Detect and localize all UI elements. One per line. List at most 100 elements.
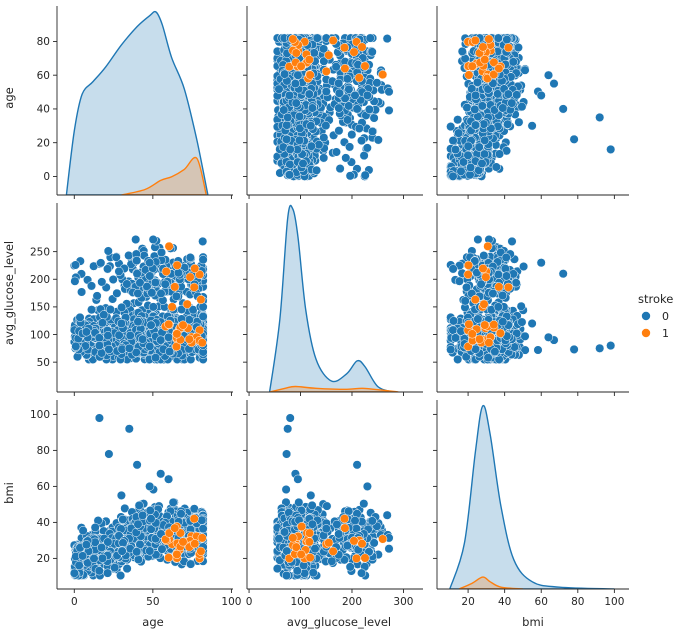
scatter-point-stroke-1 bbox=[484, 338, 494, 348]
scatter-point-stroke-1 bbox=[178, 320, 188, 330]
scatter-point-stroke-0 bbox=[160, 279, 170, 289]
scatter-point-stroke-0 bbox=[516, 301, 526, 311]
scatter-point-stroke-0 bbox=[298, 158, 308, 169]
scatter-point-stroke-1 bbox=[503, 43, 513, 53]
scatter-point-stroke-0 bbox=[454, 128, 464, 138]
scatter-point-stroke-0 bbox=[569, 344, 579, 354]
scatter-point-stroke-1 bbox=[182, 299, 192, 309]
scatter-point-stroke-1 bbox=[349, 47, 359, 57]
scatter-point-stroke-0 bbox=[494, 149, 505, 159]
scatter-point-stroke-0 bbox=[290, 79, 300, 89]
scatter-point-stroke-0 bbox=[133, 288, 143, 298]
scatter-point-stroke-0 bbox=[198, 311, 208, 322]
kde-curve-avg_glucose_level-stroke-1 bbox=[269, 385, 399, 392]
scatter-point-stroke-0 bbox=[357, 136, 367, 146]
scatter-point-stroke-1 bbox=[464, 319, 474, 329]
scatter-point-stroke-1 bbox=[478, 263, 488, 274]
scatter-point-stroke-1 bbox=[467, 61, 477, 71]
scatter-point-stroke-1 bbox=[503, 282, 513, 292]
scatter-point-stroke-0 bbox=[373, 135, 383, 145]
scatter-point-stroke-0 bbox=[103, 264, 113, 274]
scatter-point-stroke-0 bbox=[362, 143, 372, 153]
scatter-point-stroke-0 bbox=[122, 279, 132, 289]
scatter-point-stroke-0 bbox=[520, 345, 530, 355]
scatter-point-stroke-0 bbox=[280, 69, 290, 79]
scatter-point-stroke-1 bbox=[167, 302, 177, 312]
scatter-point-stroke-0 bbox=[311, 165, 322, 175]
plot-area bbox=[69, 413, 208, 581]
scatter-point-stroke-0 bbox=[116, 318, 126, 329]
scatter-point-stroke-0 bbox=[503, 119, 513, 129]
scatter-point-stroke-0 bbox=[312, 33, 322, 43]
scatter-point-stroke-0 bbox=[131, 347, 141, 357]
scatter-point-stroke-0 bbox=[198, 236, 208, 246]
scatter-point-stroke-0 bbox=[145, 341, 155, 351]
scatter-point-stroke-1 bbox=[190, 263, 200, 274]
scatter-point-stroke-0 bbox=[344, 101, 354, 111]
scatter-point-stroke-0 bbox=[354, 123, 364, 133]
scatter-point-stroke-1 bbox=[164, 319, 174, 329]
scatter-point-stroke-0 bbox=[369, 113, 379, 123]
scatter-point-stroke-1 bbox=[495, 328, 505, 338]
scatter-point-stroke-0 bbox=[75, 312, 85, 322]
scatter-point-stroke-0 bbox=[519, 261, 529, 272]
scatter-point-stroke-0 bbox=[477, 158, 487, 169]
scatter-point-stroke-0 bbox=[488, 288, 498, 299]
scatter-point-stroke-1 bbox=[324, 50, 334, 60]
scatter-point-stroke-0 bbox=[372, 78, 382, 88]
scatter-point-stroke-0 bbox=[466, 162, 476, 173]
scatter-point-stroke-0 bbox=[498, 103, 508, 113]
scatter-point-stroke-0 bbox=[473, 234, 483, 245]
scatter-point-stroke-0 bbox=[146, 320, 156, 330]
scatter-point-stroke-0 bbox=[319, 56, 329, 66]
scatter-point-stroke-0 bbox=[450, 145, 461, 155]
scatter-point-stroke-0 bbox=[511, 278, 521, 288]
scatter-point-stroke-0 bbox=[319, 153, 329, 163]
scatter-point-stroke-0 bbox=[514, 117, 524, 127]
scatter-point-stroke-0 bbox=[334, 78, 344, 88]
scatter-point-stroke-0 bbox=[446, 345, 456, 355]
scatter-point-stroke-0 bbox=[344, 84, 354, 94]
scatter-point-stroke-0 bbox=[463, 141, 473, 151]
scatter-point-stroke-0 bbox=[164, 332, 174, 342]
scatter-point-stroke-0 bbox=[108, 274, 118, 285]
scatter-point-stroke-0 bbox=[359, 151, 369, 161]
scatter-point-stroke-0 bbox=[291, 98, 301, 108]
scatter-point-stroke-0 bbox=[148, 234, 158, 245]
scatter-point-stroke-0 bbox=[295, 111, 305, 121]
scatter-point-stroke-1 bbox=[340, 63, 350, 74]
scatter-point-stroke-0 bbox=[177, 304, 187, 314]
panel-age-vs-avg_glucose_level bbox=[243, 6, 423, 199]
scatter-point-stroke-0 bbox=[536, 90, 546, 100]
scatter-point-stroke-0 bbox=[448, 136, 458, 146]
scatter-point-stroke-0 bbox=[145, 271, 155, 281]
scatter-point-stroke-1 bbox=[360, 61, 370, 71]
scatter-point-stroke-1 bbox=[184, 334, 194, 344]
scatter-point-stroke-1 bbox=[483, 241, 493, 251]
scatter-point-stroke-0 bbox=[345, 171, 355, 181]
scatter-point-stroke-0 bbox=[97, 318, 108, 328]
scatter-point-stroke-1 bbox=[296, 61, 306, 71]
scatter-point-stroke-0 bbox=[331, 62, 341, 72]
plot-area bbox=[65, 10, 209, 195]
scatter-point-stroke-0 bbox=[334, 88, 344, 98]
scatter-point-stroke-0 bbox=[502, 35, 512, 45]
scatter-point-stroke-1 bbox=[185, 272, 195, 282]
scatter-point-stroke-0 bbox=[503, 89, 513, 99]
scatter-point-stroke-1 bbox=[328, 35, 338, 46]
scatter-point-stroke-0 bbox=[306, 121, 316, 131]
scatter-point-stroke-1 bbox=[170, 282, 180, 292]
scatter-point-stroke-1 bbox=[479, 299, 489, 309]
scatter-point-stroke-0 bbox=[460, 296, 470, 306]
scatter-point-stroke-0 bbox=[543, 332, 554, 342]
scatter-point-stroke-0 bbox=[70, 260, 81, 270]
scatter-point-stroke-0 bbox=[569, 134, 579, 144]
scatter-point-stroke-1 bbox=[489, 69, 499, 79]
panel-age-vs-bmi bbox=[433, 6, 629, 199]
scatter-point-stroke-0 bbox=[132, 256, 142, 266]
scatter-point-stroke-0 bbox=[382, 34, 392, 44]
scatter-point-stroke-0 bbox=[304, 89, 314, 99]
